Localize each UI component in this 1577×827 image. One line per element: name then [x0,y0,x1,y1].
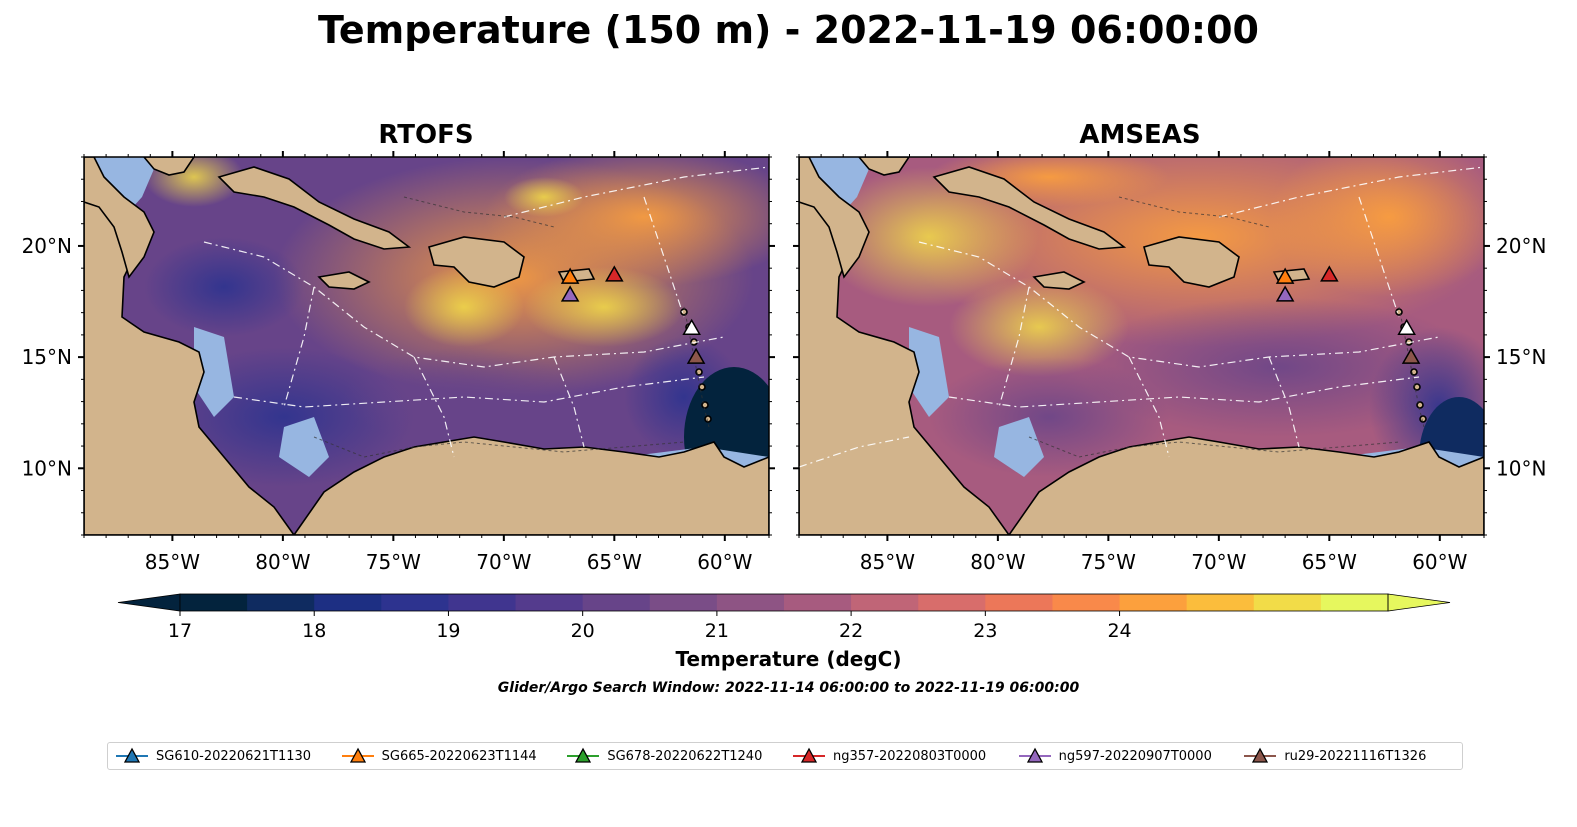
figure-title: Temperature (150 m) - 2022-11-19 06:00:0… [317,8,1259,52]
triangle-marker-icon [1244,747,1277,763]
lon-tick-label: 85°W [860,550,915,574]
colorbar-bin [381,594,449,611]
colorbar-bin [1052,594,1121,611]
colorbar-bin [582,594,651,611]
legend-label: ng597-20220907T0000 [1058,748,1212,764]
lon-tick-label: 75°W [366,550,421,574]
lon-tick-label: 70°W [1191,550,1246,574]
colorbar-bin [1186,594,1255,611]
glider-marker [1397,318,1416,335]
glider-marker [1275,285,1295,302]
colorbar-bin [247,594,315,611]
search-window-caption: Glider/Argo Search Window: 2022-11-14 06… [497,680,1080,696]
colorbar-extend-high [1387,593,1451,612]
map-panel-amseas [799,157,1484,535]
legend-label: SG610-20220621T1130 [156,748,312,764]
legend-label: ru29-20221116T1326 [1284,748,1427,764]
colorbar-bin [314,594,382,611]
glider-marker [682,318,701,335]
triangle-marker-icon [793,747,825,763]
triangle-marker-icon [1018,747,1051,763]
lat-tick-label: 15°N [1496,345,1546,369]
colorbar-bin [716,594,785,611]
map-panel-rtofs [84,157,769,535]
legend: SG610-20220621T1130 SG665-20220623T1144 SG… [107,742,1463,770]
colorbar-tick-label: 19 [436,620,461,642]
colorbar-tick-label: 21 [704,620,729,642]
legend-item: ng597-20220907T0000 [1017,745,1212,767]
glider-marker [560,267,580,284]
lat-tick-label: 10°N [22,456,72,480]
lon-tick-label: 85°W [145,550,200,574]
triangle-marker-icon [116,747,148,763]
lon-tick-label: 80°W [970,550,1025,574]
colorbar-bin [1253,594,1322,611]
legend-label: SG665-20220623T1144 [381,748,537,764]
colorbar-bin [180,594,248,611]
panel-title-amseas: AMSEAS [1079,120,1201,150]
legend-item: SG610-20220621T1130 [114,745,311,767]
legend-item: SG665-20220623T1144 [340,745,537,767]
legend-item: SG678-20220622T1240 [565,745,762,767]
lon-tick-label: 60°W [697,550,752,574]
lon-tick-label: 75°W [1081,550,1136,574]
triangle-marker-icon [567,747,600,763]
colorbar-tick-label: 22 [839,620,864,642]
glider-markers [560,265,1421,364]
lat-tick-label: 20°N [22,234,72,258]
glider-marker [1275,267,1295,284]
colorbar-tick-label: 17 [167,620,193,642]
triangle-marker-icon [341,747,374,763]
glider-marker [560,285,580,302]
lon-tick-label: 65°W [587,550,642,574]
map-axes: 85°W 80°W 75°W 70°W 65°W 60°W 20°N 15°N 10°N 85°W… [22,151,1546,574]
lat-tick-label: 15°N [22,345,72,369]
colorbar-bin [1119,594,1188,611]
lon-tick-label: 80°W [255,550,310,574]
legend-label: ng357-20220803T0000 [833,748,987,764]
lat-tick-label: 20°N [1496,234,1546,258]
colorbar-tick-label: 24 [1107,620,1132,642]
lon-tick-label: 60°W [1412,550,1467,574]
colorbar-bin [448,594,517,611]
colorbar-tick-label: 18 [302,620,327,642]
lon-tick-label: 70°W [476,550,531,574]
colorbar-bin [649,594,718,611]
colorbar [117,593,1451,616]
panel-title-rtofs: RTOFS [378,120,474,150]
colorbar-label: Temperature (degC) [675,647,902,671]
colorbar-bin [851,594,919,611]
lon-tick-label: 65°W [1302,550,1357,574]
lat-tick-label: 10°N [1496,456,1546,480]
colorbar-tick-label: 20 [570,620,595,642]
colorbar-bin [985,594,1053,611]
colorbar-extend-low [117,593,181,612]
legend-item: ng357-20220803T0000 [791,745,986,767]
colorbar-bin [918,594,986,611]
colorbar-bin [515,594,584,611]
colorbar-bin [784,594,852,611]
legend-label: SG678-20220622T1240 [607,748,763,764]
colorbar-bin [1320,594,1389,611]
glider-marker [1401,347,1421,364]
legend-item: ru29-20221116T1326 [1242,745,1426,767]
glider-marker [686,347,706,364]
colorbar-tick-label: 23 [973,620,998,642]
glider-marker [605,265,624,282]
glider-marker [1320,265,1339,282]
